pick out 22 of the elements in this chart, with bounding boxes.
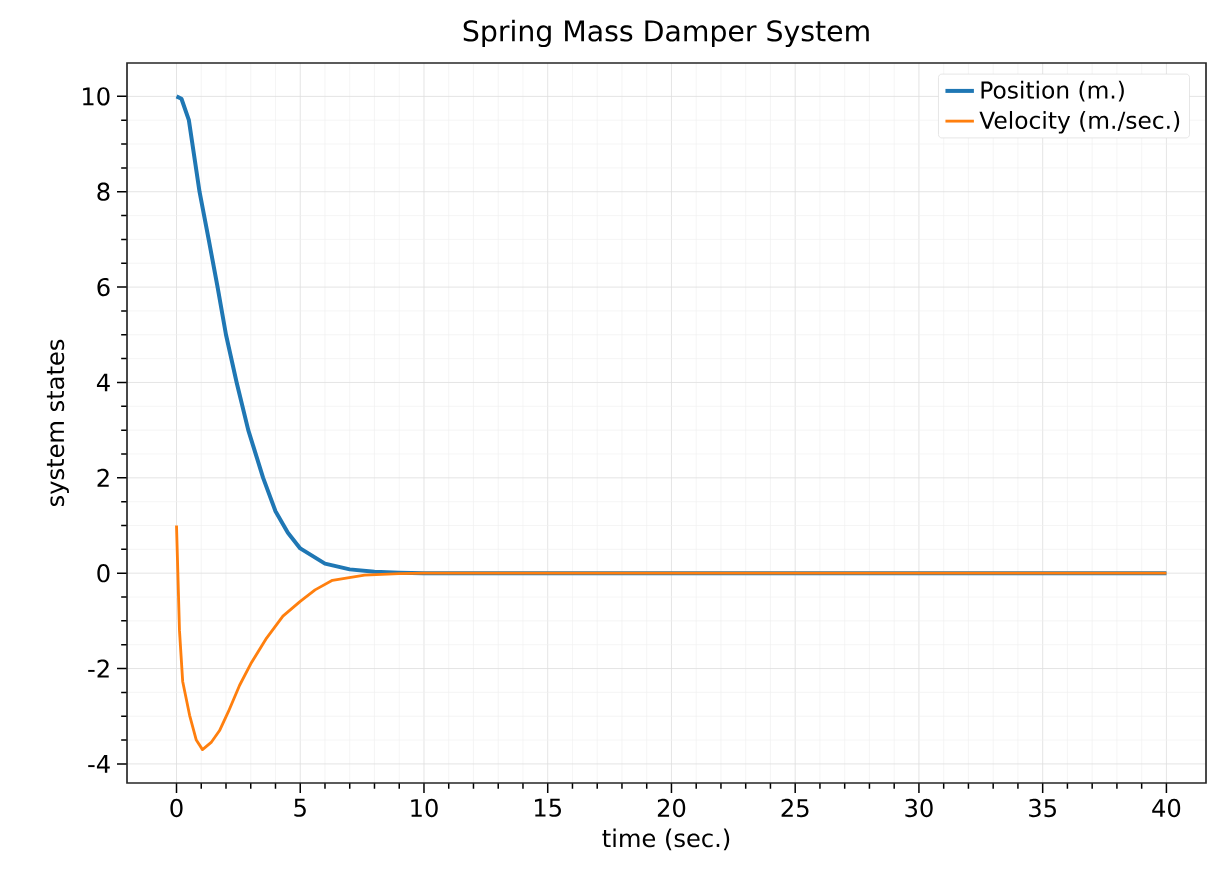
y-tick-label: 0	[97, 564, 110, 583]
y-tick-label: 6	[97, 277, 110, 297]
y-tick-label: 8	[97, 182, 110, 201]
y-tick-label: 4	[96, 373, 110, 392]
legend-label: Velocity (m./sec.)	[979, 111, 1180, 134]
x-axis-title: time (sec.)	[602, 828, 730, 851]
legend-label: Position (m.)	[981, 80, 1124, 102]
chart-title: Spring Mass Damper System	[463, 19, 869, 48]
x-tick-label: 0	[170, 798, 183, 818]
y-tick-label: -2	[88, 659, 109, 678]
x-tick-label: 5	[294, 798, 306, 817]
x-tick-label: 40	[1152, 798, 1181, 818]
x-tick-label: 25	[781, 798, 809, 818]
x-tick-label: 20	[657, 798, 686, 818]
x-tick-label: 10	[411, 798, 438, 818]
y-tick-label: -4	[88, 755, 110, 773]
y-tick-label: 2	[97, 468, 109, 487]
y-axis-title: system states	[46, 339, 69, 507]
x-tick-label: 30	[905, 798, 933, 818]
x-tick-label: 15	[535, 798, 561, 817]
x-tick-label: 35	[1029, 798, 1056, 818]
y-tick-label: 10	[83, 87, 110, 106]
